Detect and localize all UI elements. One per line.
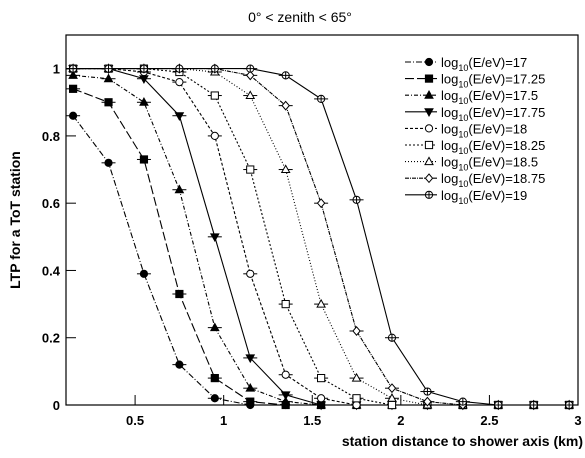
data-point — [387, 400, 397, 410]
data-point — [387, 383, 397, 394]
x-tick-label: 2.5 — [480, 413, 498, 428]
series — [66, 64, 577, 410]
legend-label: log10(E/eV)=17.5 — [441, 88, 538, 106]
data-point — [139, 269, 149, 278]
legend-label: log10(E/eV)=17 — [441, 55, 527, 73]
marker-cross — [104, 65, 113, 73]
data-point — [245, 90, 256, 100]
chart-title: 0° < zenith < 65° — [248, 9, 352, 25]
data-point — [317, 373, 326, 383]
data-point — [68, 111, 78, 120]
data-point — [104, 98, 113, 107]
marker-cross — [211, 65, 219, 73]
data-point — [424, 89, 434, 99]
legend-label: log10(E/eV)=18.5 — [441, 155, 538, 173]
legend-label: log10(E/eV)=18 — [441, 121, 527, 139]
y-tick-label: 0.4 — [42, 263, 61, 278]
marker-cross — [530, 401, 538, 409]
data-point — [352, 326, 361, 336]
marker-cross — [317, 95, 325, 103]
x-tick-label: 2 — [397, 413, 404, 428]
data-point — [103, 73, 114, 83]
data-point — [174, 184, 185, 194]
marker-cross — [140, 65, 148, 73]
y-tick-label: 0.8 — [42, 129, 60, 144]
plot-area — [66, 63, 577, 411]
data-point — [424, 156, 434, 166]
x-tick-label: 1.5 — [303, 413, 321, 428]
data-point — [424, 173, 434, 184]
data-point — [317, 394, 326, 403]
data-point — [175, 77, 184, 87]
x-tick-label: 0.5 — [126, 413, 144, 428]
data-point — [280, 396, 291, 406]
data-point — [210, 91, 219, 100]
data-point — [210, 373, 219, 383]
data-point — [352, 400, 361, 410]
data-point — [104, 158, 113, 167]
data-point — [245, 382, 256, 392]
data-point — [68, 70, 78, 79]
marker-cross — [423, 387, 432, 396]
marker-cross — [352, 196, 361, 204]
data-point — [246, 165, 255, 174]
data-point — [280, 164, 291, 174]
data-point — [246, 269, 255, 278]
data-point — [316, 198, 326, 209]
y-axis-label: LTP for a ToT station — [7, 151, 23, 289]
marker-cross — [459, 398, 467, 406]
y-tick-label: 1 — [53, 62, 60, 77]
data-point — [139, 97, 149, 106]
y-tick-label: 0.6 — [42, 196, 60, 211]
data-point — [352, 394, 361, 403]
marker-cross — [246, 65, 254, 73]
data-point — [139, 155, 149, 164]
data-point — [281, 299, 290, 309]
marker-cross — [388, 334, 396, 342]
legend-label: log10(E/eV)=17.25 — [441, 72, 545, 90]
data-point — [175, 360, 184, 369]
data-point — [424, 140, 434, 150]
data-point — [424, 74, 434, 83]
data-point — [423, 396, 432, 407]
data-point — [210, 394, 219, 403]
data-point — [424, 124, 434, 133]
data-point — [351, 372, 362, 382]
data-point — [280, 391, 291, 401]
marker-cross — [494, 401, 502, 409]
legend-label: log10(E/eV)=18.25 — [441, 138, 545, 156]
x-axis-label: station distance to shower axis (km) — [342, 433, 583, 449]
data-point — [424, 57, 434, 67]
data-point — [174, 112, 185, 121]
legend-label: log10(E/eV)=19 — [441, 188, 527, 206]
data-point — [245, 354, 256, 364]
data-point — [316, 298, 326, 308]
legend-label: log10(E/eV)=18.75 — [441, 171, 545, 189]
marker-cross — [282, 71, 290, 79]
marker-cross — [175, 65, 183, 73]
x-tick-label: 3 — [574, 413, 581, 428]
data-point — [68, 84, 78, 93]
data-point — [387, 393, 397, 402]
x-tick-label: 1 — [220, 413, 227, 428]
data-point — [424, 108, 434, 118]
y-tick-label: 0 — [53, 398, 60, 413]
data-point — [245, 70, 255, 81]
data-point — [281, 370, 290, 379]
data-point — [209, 322, 220, 332]
data-point — [246, 397, 255, 406]
data-point — [281, 100, 290, 111]
data-point — [209, 233, 220, 243]
legend: log10(E/eV)=17log10(E/eV)=17.25log10(E/e… — [405, 55, 545, 206]
legend-label: log10(E/eV)=17.75 — [441, 105, 545, 123]
marker-cross — [425, 191, 433, 199]
data-point — [175, 289, 184, 299]
y-tick-label: 0.2 — [42, 331, 60, 346]
marker-cross — [565, 401, 573, 409]
data-point — [210, 131, 219, 141]
